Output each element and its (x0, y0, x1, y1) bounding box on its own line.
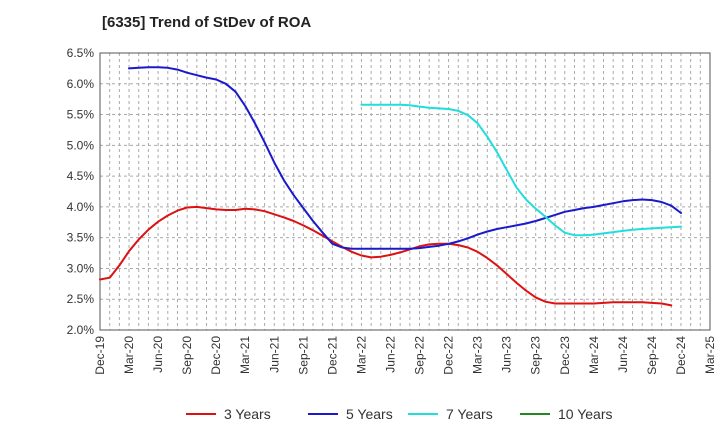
series (99, 66, 682, 307)
legend-label: 10 Years (558, 406, 613, 422)
legend: 3 Years 5 Years 7 Years 10 Years (186, 406, 613, 422)
y-tick-label: 6.5% (67, 46, 95, 60)
series-line-7-years (360, 103, 682, 237)
x-tick-label: Mar-25 (703, 336, 717, 374)
x-tick-label: Jun-20 (151, 336, 165, 373)
x-tick-label: Jun-24 (616, 336, 630, 373)
x-tick-label: Mar-21 (238, 336, 252, 374)
series-line-5-years (128, 66, 682, 250)
x-tick-label: Sep-22 (413, 336, 427, 375)
x-tick-label: Jun-22 (383, 336, 397, 373)
x-tick-label: Dec-23 (558, 336, 572, 375)
series-line-3-years (99, 205, 673, 307)
x-tick-label: Sep-20 (180, 336, 194, 375)
chart-title: [6335] Trend of StDev of ROA (102, 14, 312, 31)
legend-label: 7 Years (446, 406, 493, 422)
x-tick-label: Jun-23 (500, 336, 514, 373)
x-tick-label: Sep-24 (645, 336, 659, 375)
y-tick-label: 6.0% (67, 77, 95, 91)
grid (100, 52, 710, 330)
y-tick-label: 3.0% (67, 261, 95, 275)
axes: 2.0% 2.5% 3.0% 3.5% 4.0% 4.5% 5.0% 5.5% 6.0% 6.5%… (67, 46, 717, 375)
y-tick-label: 2.0% (67, 323, 95, 337)
x-tick-label: Mar-24 (587, 336, 601, 374)
x-tick-label: Mar-22 (354, 336, 368, 374)
x-tick-label: Dec-22 (442, 336, 456, 375)
x-tick-label: Dec-20 (209, 336, 223, 375)
y-tick-label: 5.5% (67, 108, 95, 122)
x-tick-label: Jun-21 (267, 336, 281, 373)
x-tick-label: Sep-21 (296, 336, 310, 375)
y-tick-label: 4.0% (67, 200, 95, 214)
y-tick-label: 3.5% (67, 231, 95, 245)
y-tick-label: 2.5% (67, 292, 95, 306)
plot-frame (99, 52, 711, 331)
legend-label: 5 Years (346, 406, 393, 422)
x-tick-label: Mar-23 (471, 336, 485, 374)
x-tick-label: Dec-21 (325, 336, 339, 375)
legend-label: 3 Years (224, 406, 271, 422)
y-tick-label: 5.0% (67, 138, 95, 152)
x-tick-label: Mar-20 (122, 336, 136, 374)
y-tick-label: 4.5% (67, 169, 95, 183)
x-tick-label: Dec-24 (674, 336, 688, 375)
x-tick-label: Sep-23 (529, 336, 543, 375)
x-tick-label: Dec-19 (93, 336, 107, 375)
